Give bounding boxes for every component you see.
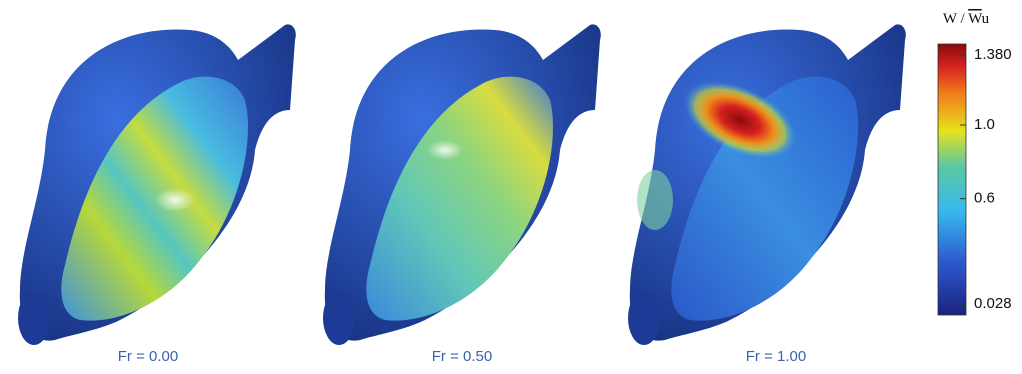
label-part: u bbox=[982, 11, 990, 27]
panel-1 bbox=[18, 24, 296, 345]
caption: Fr = 0.00 bbox=[118, 348, 178, 365]
panel-2 bbox=[323, 24, 601, 345]
colorbar-ticks: 1.380 1.0 0.6 0.028 bbox=[960, 46, 1012, 312]
tick-label: 1.0 bbox=[974, 116, 995, 133]
label-part: W bbox=[968, 11, 983, 27]
caption: Fr = 1.00 bbox=[746, 348, 806, 365]
tick-label: 0.028 bbox=[974, 295, 1012, 312]
colorbar bbox=[937, 43, 967, 316]
panel-3 bbox=[628, 24, 906, 345]
tick-label: 0.6 bbox=[974, 190, 995, 207]
label-part: W / bbox=[943, 11, 968, 27]
colorbar-label: W / Wu bbox=[943, 11, 990, 27]
caption: Fr = 0.50 bbox=[432, 348, 492, 365]
tick-label: 1.380 bbox=[974, 46, 1012, 63]
